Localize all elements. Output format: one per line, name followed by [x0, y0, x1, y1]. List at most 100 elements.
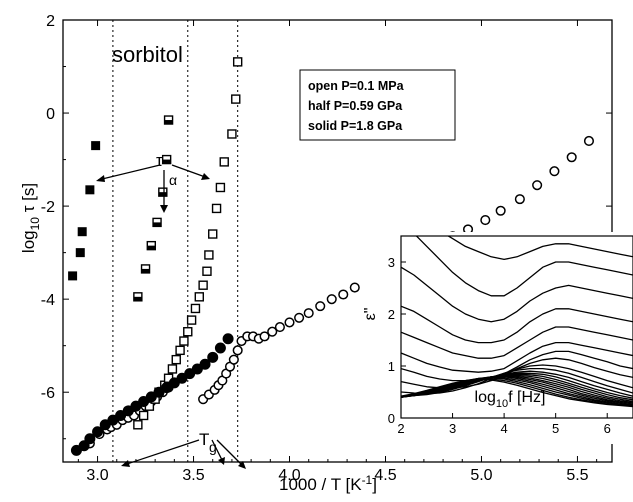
y-tick-label: 0 — [46, 106, 55, 123]
inset-background — [363, 232, 633, 444]
y-tick-label: 2 — [46, 13, 55, 30]
tau-alpha-label: τ — [156, 151, 163, 170]
main-plot-area: 3.0 3.5 4.0 4.5 5.0 5.520-2-4-6 — [41, 13, 613, 484]
inset-curve-2 — [401, 266, 633, 323]
data-point-open — [267, 326, 278, 337]
arrowhead-tau-right — [201, 173, 210, 180]
data-point-open — [349, 282, 360, 293]
data-point-open — [495, 205, 506, 216]
data-point-open-square — [227, 129, 237, 139]
y-tick-label: -6 — [41, 385, 55, 402]
data-point-open — [228, 354, 239, 365]
tau-alpha-subscript: α — [169, 172, 177, 188]
legend-entry-half: half P=0.59 GPa — [308, 99, 403, 113]
inset-x-tick-label: 2 — [397, 421, 404, 436]
inset-y-axis-title: ε" — [362, 308, 379, 321]
x-tick-label: 5.0 — [470, 467, 492, 484]
inset-curve-4 — [401, 326, 633, 359]
legend: open P=0.1 MPa half P=0.59 GPa solid P=1… — [299, 69, 456, 141]
data-point-open-square-top — [232, 57, 243, 67]
legend-entry-open: open P=0.1 MPa — [308, 79, 405, 93]
data-point-filled-circle — [84, 433, 96, 445]
arrowhead-tg-right — [238, 461, 246, 469]
chart-title: sorbitol — [112, 42, 183, 67]
data-point-half-fill — [153, 222, 162, 227]
data-point-open-square — [133, 420, 143, 430]
data-point-solid — [91, 141, 101, 151]
data-point-half-fill — [158, 192, 167, 197]
legend-entry-solid: solid P=1.8 GPa — [308, 119, 403, 133]
inset-x-axis-title: log10f [Hz] — [475, 389, 546, 410]
data-point-open-square — [211, 203, 222, 214]
data-point-solid — [85, 185, 95, 195]
x-tick-label: 3.0 — [86, 467, 108, 484]
data-point-open — [294, 312, 305, 323]
legend-box — [299, 69, 456, 141]
x-tick-label: 4.0 — [278, 467, 300, 484]
x-tick-label: 4.5 — [374, 467, 396, 484]
data-point-filled-circle — [199, 358, 211, 370]
annotation-arrows — [97, 164, 245, 468]
data-point-open-square — [138, 410, 149, 421]
data-point-open-square — [167, 364, 178, 374]
data-point-open-square — [231, 94, 241, 104]
inset-curves — [401, 236, 633, 408]
data-point-half-fill — [133, 296, 142, 301]
main-data-marks — [68, 57, 595, 456]
data-point-filled-circle — [214, 342, 226, 354]
inset-curve-5 — [401, 341, 633, 373]
data-point-filled-circle — [78, 440, 90, 452]
x-tick-label: 3.5 — [182, 467, 204, 484]
data-point-open — [480, 215, 491, 226]
data-point-open-square — [179, 336, 189, 346]
data-point-filled-circle — [222, 333, 234, 345]
y-tick-label: -4 — [41, 292, 55, 309]
inset-frame — [400, 235, 633, 419]
inset-y-tick-label: 1 — [388, 359, 395, 374]
inset-curve-20 — [401, 378, 633, 408]
x-axis-title: 1000 / T [K-1] — [279, 473, 377, 494]
inset-x-tick-label: 6 — [604, 421, 611, 436]
inset-x-tick-label: 4 — [500, 421, 507, 436]
data-point-open-square — [202, 266, 212, 276]
data-point-open-square — [194, 292, 204, 302]
inset-plot: 2 3 4 5 6 0 1 2 3 ε" log10f [Hz] — [362, 232, 633, 444]
data-point-open-square — [183, 327, 193, 337]
data-point-half-fill — [147, 245, 156, 250]
data-point-open — [259, 331, 270, 342]
data-point-open — [274, 322, 285, 333]
y-axis-title: log10 τ [s] — [19, 183, 42, 253]
data-point-open — [566, 152, 577, 163]
inset-x-tick-label: 5 — [552, 421, 559, 436]
data-point-filled-circle — [207, 351, 219, 363]
tg-subscript: g — [209, 439, 217, 455]
data-point-open-square — [219, 157, 229, 167]
data-point-open-square — [190, 303, 201, 314]
arrowhead-tau-left — [96, 175, 105, 182]
data-point-solid — [75, 248, 85, 258]
arrowhead-tg-left — [121, 460, 130, 467]
tg-arrow-mid — [211, 439, 224, 463]
data-point-open-square — [171, 354, 181, 365]
data-point-open-square — [175, 345, 185, 356]
data-point-open — [303, 308, 314, 319]
data-point-open — [326, 294, 337, 305]
data-point-solid — [77, 227, 87, 237]
inset-x-tick-label: 3 — [449, 421, 456, 436]
data-point-open — [514, 194, 525, 205]
data-point-open-square — [198, 280, 208, 290]
inset-y-tick-label: 2 — [388, 307, 395, 322]
arrowhead-tg-mid — [218, 457, 225, 465]
inset-curve-9 — [401, 367, 633, 397]
data-point-solid — [68, 271, 78, 281]
data-point-open — [583, 135, 595, 147]
data-point-half-fill — [141, 268, 150, 273]
inset-y-tick-label: 0 — [388, 411, 395, 426]
inset-curve-0 — [447, 236, 633, 261]
y-tick-label: -2 — [41, 199, 55, 216]
inset-curve-3 — [401, 305, 633, 344]
data-point-open — [232, 345, 243, 356]
data-point-open — [284, 317, 295, 328]
